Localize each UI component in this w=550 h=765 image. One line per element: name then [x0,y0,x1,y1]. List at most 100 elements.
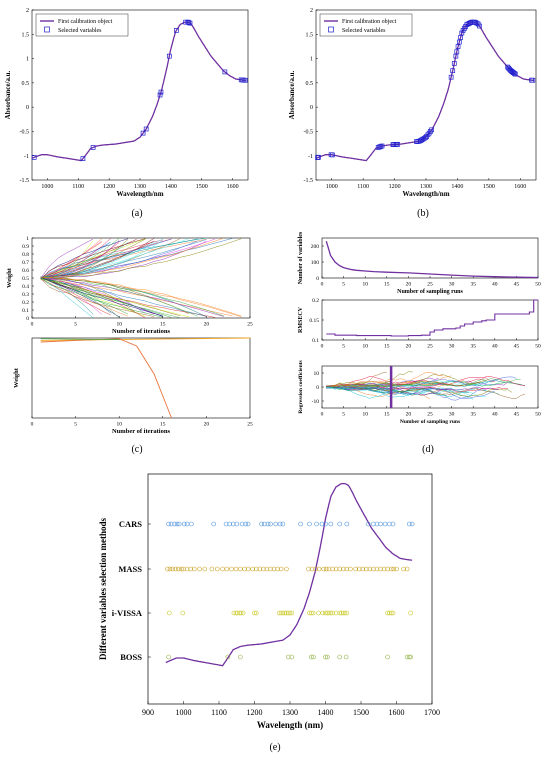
selected-variable-marker [395,141,401,147]
weight-curve-decay [40,338,172,419]
weight-curve [40,240,163,279]
selected-wavelength-marker [238,610,244,616]
x-tick-label: 50 [535,344,541,350]
selected-wavelength-marker [262,521,267,527]
x-tick-label: 1300 [282,708,298,717]
selected-variable-marker [143,126,149,132]
weight-curve [40,278,233,317]
selected-wavelength-marker [259,521,264,527]
selected-variable-marker [329,152,335,158]
selected-wavelength-marker [184,566,190,572]
selected-wavelength-marker [181,521,187,527]
x-tick-label: 1100 [211,708,227,717]
selected-wavelength-marker [287,610,293,616]
selected-wavelength-marker [401,566,406,572]
selected-wavelength-marker [211,521,216,527]
selected-variable-marker [187,20,193,26]
weight-curve [40,238,146,280]
x-axis-label: Number of sampling runs [400,419,460,425]
selected-wavelength-marker [191,566,197,572]
selected-wavelength-marker [316,610,321,616]
selected-wavelength-marker [406,654,412,660]
x-axis-label: Number of iterations [112,328,170,335]
selected-wavelength-marker [374,566,380,572]
y-tick-label: 0 [26,316,29,322]
selected-wavelength-marker [387,521,392,527]
selected-wavelength-marker [220,566,225,572]
selected-wavelength-marker [328,610,334,616]
selected-wavelength-marker [353,566,359,572]
x-tick-label: 30 [449,344,455,350]
x-tick-label: 40 [492,412,498,418]
x-tick-label: 1200 [103,184,115,190]
y-tick-label: 0 [310,105,313,111]
selected-variable-marker [454,49,460,55]
selected-wavelength-marker [167,566,173,572]
coefficient-path [326,386,439,396]
selected-wavelength-marker [166,521,171,527]
selected-wavelength-marker [245,566,251,572]
axes-c-top: 0 5 10 15 20 25 0 0.1 0.2 0.3 0.4 0.5 0.6 0.7 0.8 0.9 1 N… [6,236,253,335]
x-tick-label: 45 [514,344,520,350]
selected-wavelength-marker [337,521,343,527]
selected-variable-marker [448,74,454,80]
selected-wavelength-marker [311,654,316,660]
x-tick-label: 5 [74,422,77,428]
selected-wavelength-marker [261,566,266,572]
weight-curve [40,238,172,280]
selected-wavelength-marker [328,521,334,527]
axes-d-top: 0 5 10 15 20 25 30 35 40 45 50 0 100 200 Number of sam… [298,231,541,295]
x-tick-label: 1700 [424,708,440,717]
weight-curve [40,278,155,317]
selected-wavelength-marker [314,521,319,527]
weight-curve [40,277,163,318]
y-tick-label: 0.2 [312,298,319,304]
selected-wavelength-marker [307,610,312,616]
y-tick-label: 200 [311,244,320,250]
selected-variable-marker [80,156,86,161]
selected-wavelength-marker [265,521,271,527]
selected-wavelength-marker [165,566,170,572]
x-axis-label: Wavelength (nm) [257,720,323,730]
y-axis-label: RMSECV [298,306,304,333]
x-tick-label: 10 [116,322,122,328]
selected-wavelength-marker [242,566,247,572]
selected-variable-marker [456,39,462,45]
axes-frame [147,473,433,705]
y-tick-label: 1 [26,57,29,63]
axes-e: 900 1000 1100 1200 1300 1400 1500 1600 1700 Wavel… [98,473,440,730]
weight-curve [40,238,242,279]
weight-curve [40,278,172,318]
x-tick-label: 25 [247,422,253,428]
selected-wavelength-marker [408,654,414,660]
selected-wavelength-marker [321,566,327,572]
weight-curve [40,276,163,317]
selected-wavelength-marker [339,610,344,616]
selected-wavelength-marker [239,521,245,527]
coefficient-path [326,381,392,387]
legend: First calibration object Selected variabl… [35,13,129,37]
y-tick-label: 1.5 [22,32,30,38]
selected-wavelength-marker [173,566,178,572]
selected-wavelength-marker [365,521,371,527]
selected-wavelength-marker [394,566,399,572]
y-axis-label: Regression coefficients [298,360,304,413]
selected-wavelength-marker [324,654,330,660]
weight-curve [40,238,128,279]
selected-wavelength-marker [323,610,328,616]
y-tick-label: 0.7 [22,260,29,266]
selected-wavelength-marker [333,566,339,572]
selected-wavelength-marker [409,521,415,527]
x-tick-label: 0 [321,412,324,418]
selected-wavelength-marker [388,610,394,616]
selected-wavelength-marker [388,566,394,572]
selected-wavelength-marker [408,610,414,616]
selected-variable-marker [140,130,146,136]
coefficient-path [326,385,500,391]
selected-variable-marker [473,20,479,25]
selected-wavelength-marker [344,610,350,616]
coefficient-path [326,386,413,396]
y-tick-label: 0.3 [22,292,29,298]
selected-wavelength-marker [223,521,229,527]
selected-variable-marker [90,145,96,150]
